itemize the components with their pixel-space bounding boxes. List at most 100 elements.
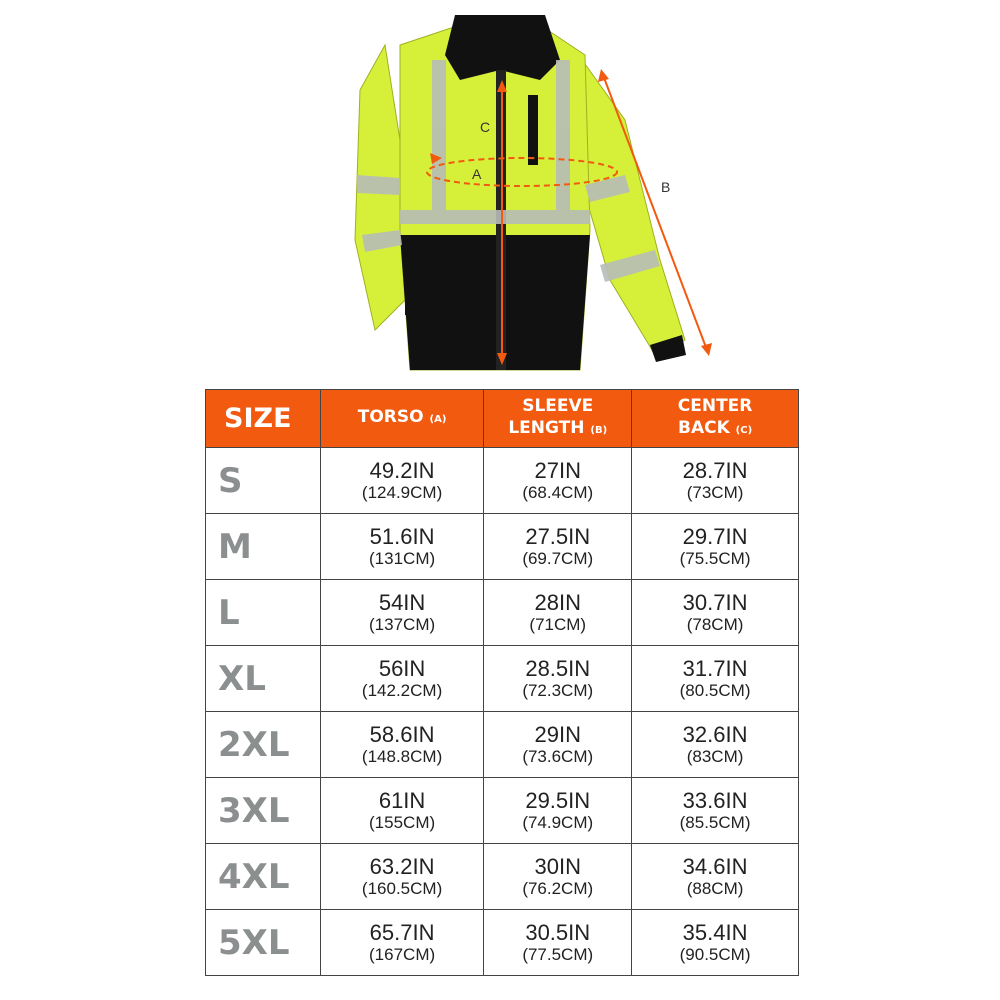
torso-cm: (155CM) <box>369 812 436 832</box>
torso-inches: 61IN <box>378 787 426 813</box>
header-row: SIZE TORSO (A) SLEEVE LENGTH (B) CENTER … <box>205 389 799 448</box>
table-row: 4XL 63.2IN (160.5CM) 30IN (76.2CM) 34.6IN (88C… <box>205 843 799 910</box>
sleeve-cm: (73.6CM) <box>522 746 594 766</box>
back-cell: 30.7IN (78CM) <box>631 579 799 646</box>
sleeve-inches: 30IN <box>534 853 581 879</box>
torso-inches: 65.7IN <box>369 919 435 945</box>
back-inches: 35.4IN <box>682 919 748 945</box>
size-chart-table: SIZE TORSO (A) SLEEVE LENGTH (B) CENTER … <box>205 389 799 976</box>
size-cell: 3XL <box>205 777 321 844</box>
sleeve-inches: 30.5IN <box>525 919 591 945</box>
table-row: 2XL 58.6IN (148.8CM) 29IN (73.6CM) 32.6IN (83C… <box>205 711 799 778</box>
header-size-label: SIZE <box>224 402 292 434</box>
back-inches: 33.6IN <box>682 787 748 813</box>
size-cell: M <box>205 513 321 580</box>
header-size: SIZE <box>205 389 321 448</box>
sleeve-cell: 29IN (73.6CM) <box>483 711 633 778</box>
torso-inches: 51.6IN <box>369 523 435 549</box>
torso-cell: 56IN (142.2CM) <box>319 645 485 712</box>
sleeve-cm: (76.2CM) <box>522 878 594 898</box>
torso-arrow <box>426 157 618 187</box>
torso-inches: 63.2IN <box>369 853 435 879</box>
table-row: L 54IN (137CM) 28IN (71CM) 30.7IN (78CM) <box>205 579 799 646</box>
size-cell: 4XL <box>205 843 321 910</box>
table-row: XL 56IN (142.2CM) 28.5IN (72.3CM) 31.7IN (80.5… <box>205 645 799 712</box>
sleeve-cell: 28.5IN (72.3CM) <box>483 645 633 712</box>
sleeve-inches: 29.5IN <box>525 787 591 813</box>
back-inches: 28.7IN <box>682 457 748 483</box>
back-cell: 34.6IN (88CM) <box>631 843 799 910</box>
torso-cm: (167CM) <box>369 944 436 964</box>
sleeve-cm: (68.4CM) <box>522 482 594 502</box>
back-inches: 32.6IN <box>682 721 748 747</box>
back-cm: (75.5CM) <box>679 548 751 568</box>
header-center-back-sub: (C) <box>735 425 753 436</box>
back-cell: 32.6IN (83CM) <box>631 711 799 778</box>
torso-cm: (137CM) <box>369 614 436 634</box>
header-center-back-label: CENTER BACK <box>677 396 753 438</box>
sleeve-inches: 27.5IN <box>525 523 591 549</box>
torso-cell: 54IN (137CM) <box>319 579 485 646</box>
size-cell: 2XL <box>205 711 321 778</box>
sleeve-arrow <box>602 74 708 351</box>
sleeve-cm: (74.9CM) <box>522 812 594 832</box>
sleeve-cell: 27.5IN (69.7CM) <box>483 513 633 580</box>
sleeve-cell: 30.5IN (77.5CM) <box>483 909 633 976</box>
sleeve-cell: 29.5IN (74.9CM) <box>483 777 633 844</box>
header-sleeve-sub: (B) <box>590 425 608 436</box>
sleeve-cm: (77.5CM) <box>522 944 594 964</box>
back-cell: 29.7IN (75.5CM) <box>631 513 799 580</box>
sleeve-cell: 27IN (68.4CM) <box>483 447 633 514</box>
table-row: 3XL 61IN (155CM) 29.5IN (74.9CM) 33.6IN (85.5C… <box>205 777 799 844</box>
back-cm: (73CM) <box>686 482 744 502</box>
torso-inches: 58.6IN <box>369 721 435 747</box>
table-row: S 49.2IN (124.9CM) 27IN (68.4CM) 28.7IN (73CM) <box>205 447 799 514</box>
torso-cell: 61IN (155CM) <box>319 777 485 844</box>
back-cell: 31.7IN (80.5CM) <box>631 645 799 712</box>
measurement-arrows <box>426 69 712 365</box>
header-torso-label: TORSO <box>357 407 424 427</box>
back-cm: (78CM) <box>686 614 744 634</box>
size-cell: S <box>205 447 321 514</box>
label-b: B <box>661 179 670 195</box>
label-c: C <box>480 119 490 135</box>
header-torso: TORSO (A) <box>319 389 485 448</box>
back-inches: 34.6IN <box>682 853 748 879</box>
torso-cell: 63.2IN (160.5CM) <box>319 843 485 910</box>
table-row: M 51.6IN (131CM) 27.5IN (69.7CM) 29.7IN (75.5C… <box>205 513 799 580</box>
table-row: 5XL 65.7IN (167CM) 30.5IN (77.5CM) 35.4IN (90.… <box>205 909 799 976</box>
torso-cell: 58.6IN (148.8CM) <box>319 711 485 778</box>
torso-cm: (148.8CM) <box>361 746 443 766</box>
torso-cell: 51.6IN (131CM) <box>319 513 485 580</box>
header-torso-sub: (A) <box>429 414 447 425</box>
sleeve-cm: (71CM) <box>529 614 587 634</box>
label-a: A <box>472 166 482 182</box>
back-cell: 28.7IN (73CM) <box>631 447 799 514</box>
back-cm: (80.5CM) <box>679 680 751 700</box>
sleeve-cm: (72.3CM) <box>522 680 594 700</box>
sleeve-inches: 28IN <box>534 589 581 615</box>
torso-cm: (160.5CM) <box>361 878 443 898</box>
torso-cm: (124.9CM) <box>361 482 443 502</box>
jacket-illustration <box>354 15 686 371</box>
sleeve-cm: (69.7CM) <box>522 548 594 568</box>
torso-inches: 54IN <box>378 589 426 615</box>
torso-cell: 49.2IN (124.9CM) <box>319 447 485 514</box>
sleeve-cell: 28IN (71CM) <box>483 579 633 646</box>
size-cell: 5XL <box>205 909 321 976</box>
back-inches: 31.7IN <box>682 655 748 681</box>
torso-cell: 65.7IN (167CM) <box>319 909 485 976</box>
back-inches: 29.7IN <box>682 523 748 549</box>
sleeve-cell: 30IN (76.2CM) <box>483 843 633 910</box>
back-cm: (83CM) <box>686 746 744 766</box>
sleeve-inches: 27IN <box>534 457 581 483</box>
header-center-back: CENTER BACK (C) <box>631 389 799 448</box>
back-cell: 35.4IN (90.5CM) <box>631 909 799 976</box>
torso-inches: 56IN <box>378 655 426 681</box>
sleeve-inches: 28.5IN <box>525 655 591 681</box>
back-inches: 30.7IN <box>682 589 748 615</box>
size-cell: L <box>205 579 321 646</box>
header-sleeve: SLEEVE LENGTH (B) <box>483 389 633 448</box>
back-cm: (88CM) <box>686 878 744 898</box>
jacket-diagram: C A B <box>354 15 712 371</box>
